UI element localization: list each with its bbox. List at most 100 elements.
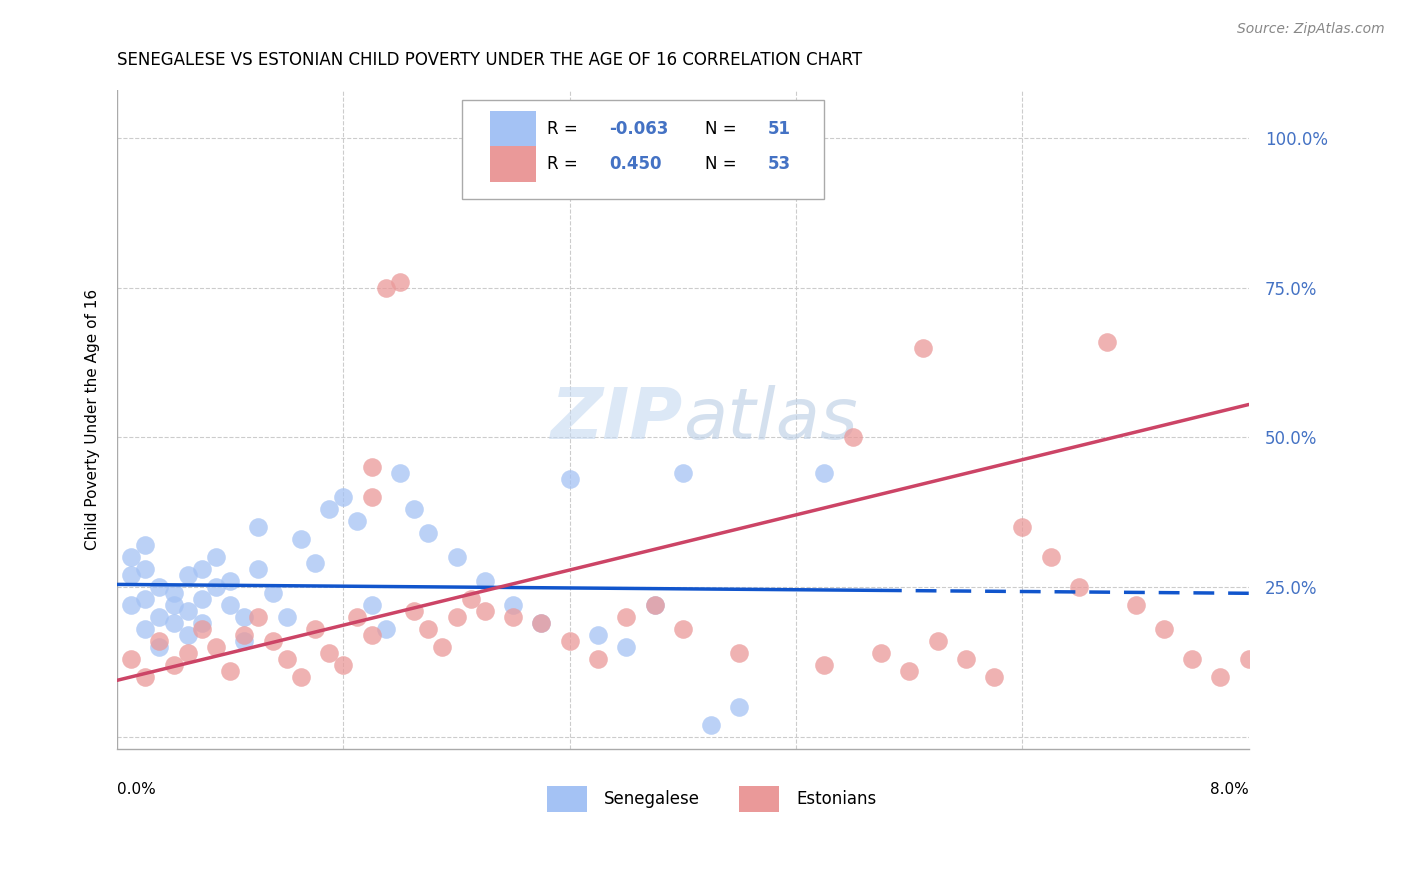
Point bbox=[219, 599, 242, 613]
Point bbox=[360, 491, 382, 505]
Point bbox=[191, 623, 214, 637]
Point bbox=[446, 550, 468, 565]
Point bbox=[205, 550, 228, 565]
Point bbox=[728, 700, 751, 714]
Point bbox=[134, 592, 156, 607]
Point bbox=[1125, 599, 1147, 613]
Point bbox=[1067, 581, 1090, 595]
Point bbox=[290, 533, 312, 547]
Point bbox=[1097, 334, 1119, 349]
Point bbox=[388, 275, 411, 289]
Text: 0.450: 0.450 bbox=[609, 155, 662, 173]
Point bbox=[374, 280, 396, 294]
Text: Estonians: Estonians bbox=[796, 789, 876, 808]
Point bbox=[474, 604, 496, 618]
Y-axis label: Child Poverty Under the Age of 16: Child Poverty Under the Age of 16 bbox=[86, 289, 100, 550]
Point bbox=[402, 502, 425, 516]
Point bbox=[134, 670, 156, 684]
Point bbox=[360, 460, 382, 475]
Point bbox=[388, 467, 411, 481]
Point bbox=[177, 628, 200, 642]
Point bbox=[728, 646, 751, 660]
Bar bbox=[491, 111, 536, 147]
Point bbox=[162, 658, 184, 673]
Bar bbox=[740, 786, 779, 812]
Point bbox=[134, 623, 156, 637]
Point bbox=[558, 473, 581, 487]
Point bbox=[162, 586, 184, 600]
Point bbox=[134, 538, 156, 552]
Bar bbox=[547, 786, 586, 812]
Point bbox=[346, 610, 368, 624]
Point bbox=[460, 592, 482, 607]
Point bbox=[177, 604, 200, 618]
Point bbox=[586, 628, 609, 642]
Point bbox=[290, 670, 312, 684]
Point bbox=[346, 515, 368, 529]
Point bbox=[1153, 623, 1175, 637]
Point bbox=[474, 574, 496, 589]
Point bbox=[205, 640, 228, 655]
Point bbox=[955, 652, 977, 666]
Text: Source: ZipAtlas.com: Source: ZipAtlas.com bbox=[1237, 22, 1385, 37]
Point bbox=[1181, 652, 1204, 666]
Text: atlas: atlas bbox=[683, 385, 858, 454]
Point bbox=[614, 610, 637, 624]
Point bbox=[418, 526, 440, 541]
Point bbox=[148, 581, 170, 595]
Point bbox=[318, 502, 340, 516]
Text: 0.0%: 0.0% bbox=[117, 782, 156, 797]
Point bbox=[1209, 670, 1232, 684]
Point bbox=[233, 610, 256, 624]
Point bbox=[927, 634, 949, 648]
Point bbox=[219, 665, 242, 679]
Point bbox=[700, 718, 723, 732]
Point bbox=[120, 568, 142, 582]
Point bbox=[276, 652, 298, 666]
Point bbox=[318, 646, 340, 660]
Point bbox=[1011, 520, 1033, 534]
Point bbox=[502, 610, 524, 624]
Point bbox=[276, 610, 298, 624]
Point bbox=[134, 562, 156, 576]
Point bbox=[148, 634, 170, 648]
Point bbox=[262, 586, 284, 600]
Point bbox=[813, 658, 835, 673]
Point bbox=[813, 467, 835, 481]
Point bbox=[247, 610, 270, 624]
Point bbox=[120, 652, 142, 666]
Text: R =: R = bbox=[547, 155, 588, 173]
Point bbox=[262, 634, 284, 648]
Point bbox=[191, 562, 214, 576]
Point bbox=[1039, 550, 1062, 565]
Point bbox=[304, 623, 326, 637]
Point bbox=[586, 652, 609, 666]
Point bbox=[502, 599, 524, 613]
Point bbox=[219, 574, 242, 589]
Point bbox=[162, 599, 184, 613]
Point bbox=[898, 665, 921, 679]
Text: 8.0%: 8.0% bbox=[1211, 782, 1249, 797]
Point bbox=[374, 623, 396, 637]
Point bbox=[177, 568, 200, 582]
Point bbox=[912, 341, 935, 355]
Point bbox=[247, 562, 270, 576]
Bar bbox=[491, 145, 536, 182]
Point bbox=[120, 599, 142, 613]
Point bbox=[672, 467, 695, 481]
Point bbox=[614, 640, 637, 655]
Point bbox=[332, 658, 354, 673]
Point bbox=[402, 604, 425, 618]
Point bbox=[247, 520, 270, 534]
Point bbox=[304, 557, 326, 571]
Point bbox=[446, 610, 468, 624]
Point bbox=[870, 646, 893, 660]
Point bbox=[432, 640, 454, 655]
Point bbox=[841, 430, 863, 444]
Point bbox=[1237, 652, 1260, 666]
Text: SENEGALESE VS ESTONIAN CHILD POVERTY UNDER THE AGE OF 16 CORRELATION CHART: SENEGALESE VS ESTONIAN CHILD POVERTY UND… bbox=[117, 51, 862, 69]
Text: N =: N = bbox=[706, 155, 742, 173]
Text: -0.063: -0.063 bbox=[609, 120, 669, 138]
Point bbox=[148, 640, 170, 655]
Point bbox=[148, 610, 170, 624]
